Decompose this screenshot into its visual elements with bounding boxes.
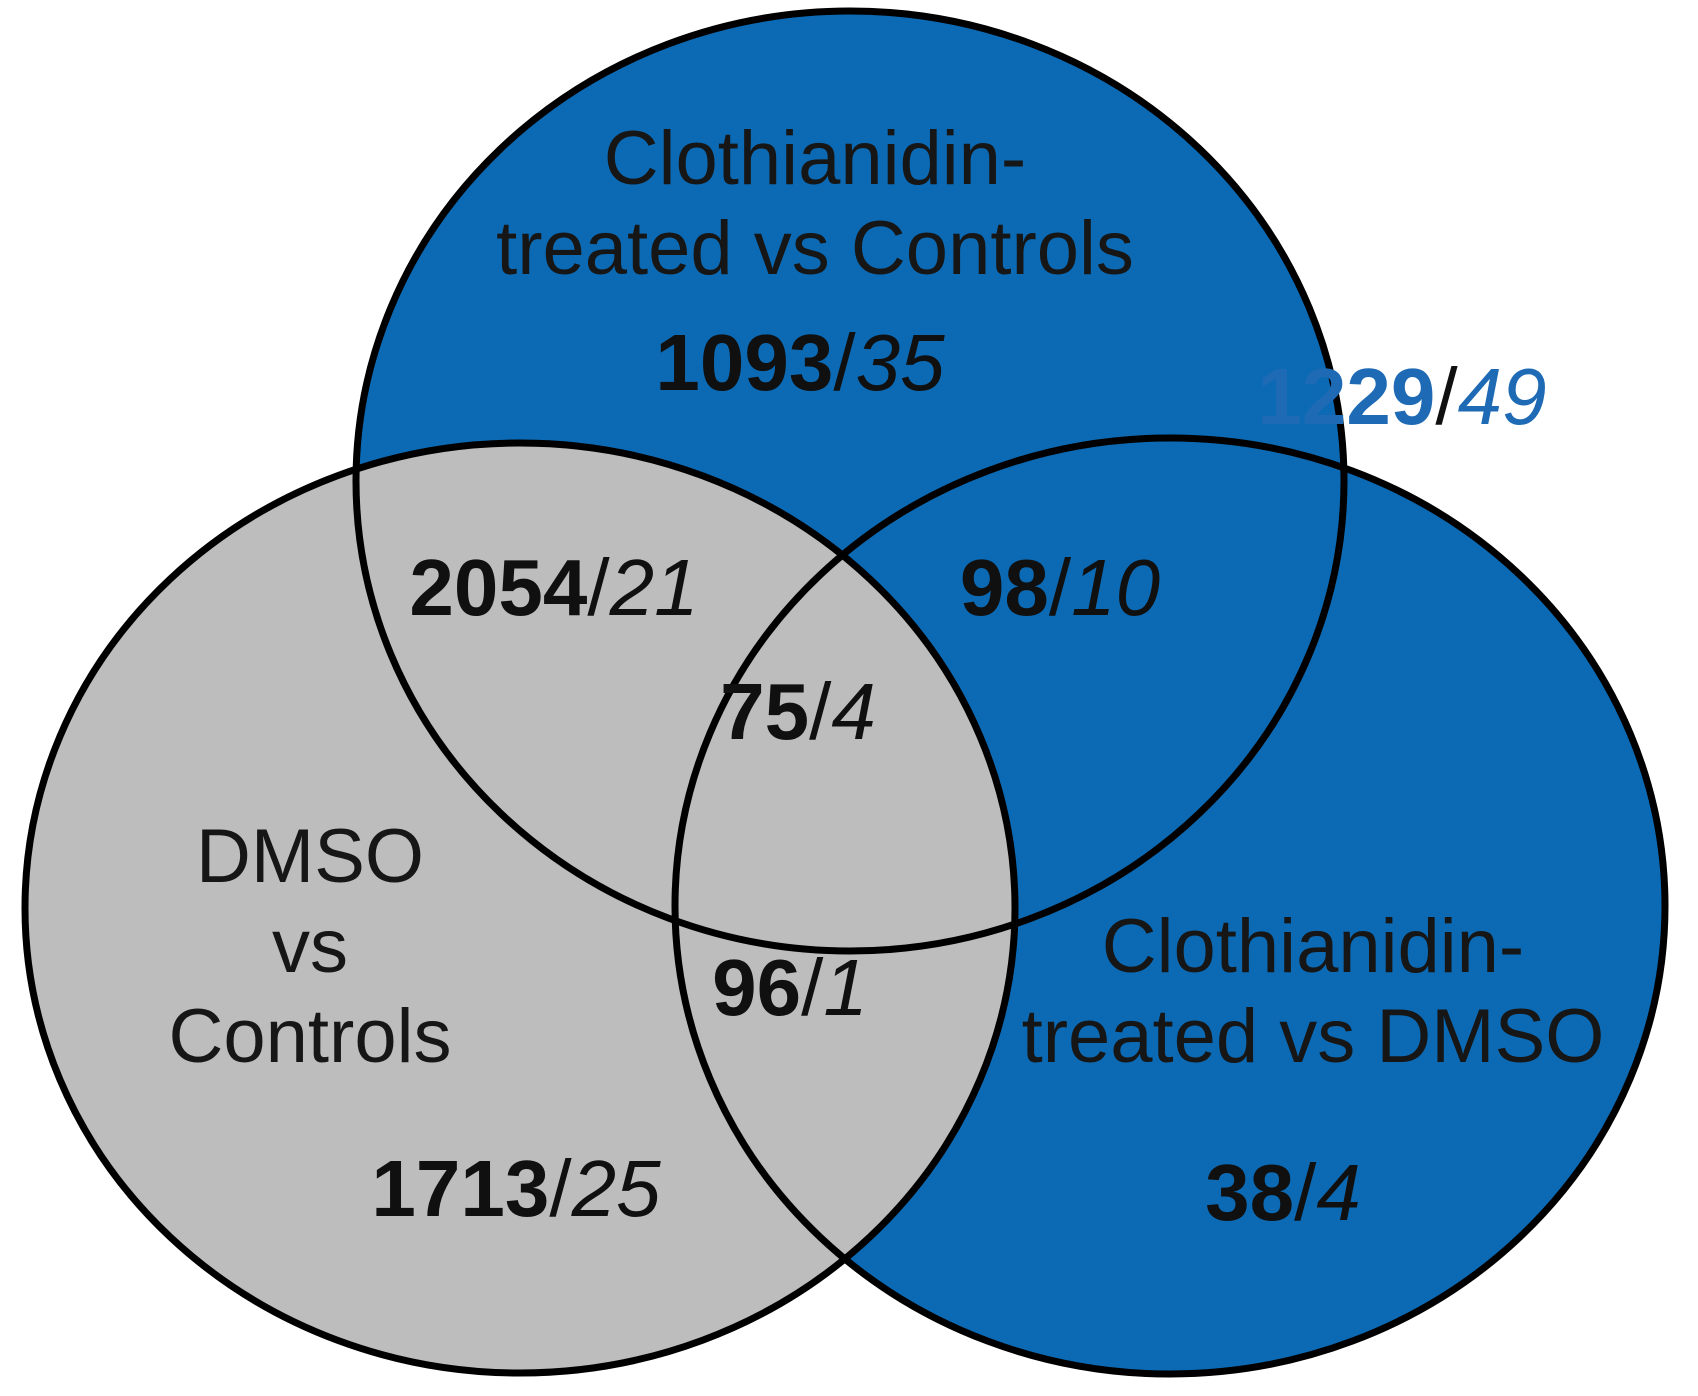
top-left-count-bold: 2054 (409, 543, 588, 632)
top-right-count-bold: 98 (959, 543, 1049, 632)
top-right-count-italic: 10 (1071, 543, 1161, 632)
top-set-count-italic: 35 (855, 318, 945, 407)
left-right-count-bold: 96 (712, 943, 802, 1032)
top-set-count: 1093/35 (655, 317, 944, 409)
left-set-count-bold: 1713 (371, 1144, 550, 1233)
top-left-count-separator: / (587, 543, 610, 632)
right-set-count-bold: 38 (1205, 1148, 1295, 1237)
center-count-bold: 75 (720, 667, 810, 756)
outside-total-count-bold: 1229 (1257, 352, 1436, 441)
outside-total-count-italic: 49 (1457, 352, 1547, 441)
top-set-label: Clothianidin- treated vs Controls (496, 114, 1134, 294)
left-set-label-line3: Controls (168, 994, 452, 1079)
left-set-label: DMSO vs Controls (169, 812, 452, 1082)
outside-total-count: 1229/49 (1257, 351, 1546, 443)
top-set-circle-outline (352, 7, 1348, 955)
left-set-label-line1: DMSO (196, 814, 424, 899)
left-set-circle-outline (21, 439, 1019, 1377)
left-set-count-italic: 25 (571, 1144, 661, 1233)
left-right-count-separator: / (801, 943, 824, 1032)
left-right-count-italic: 1 (823, 943, 868, 1032)
top-left-count-italic: 21 (609, 543, 699, 632)
center-intersection-count: 75/4 (720, 666, 876, 758)
outside-total-count-separator: / (1435, 352, 1458, 441)
left-set-circle-fill (25, 443, 1015, 1373)
left-set-count: 1713/25 (371, 1143, 660, 1235)
left-set-count-separator: / (549, 1144, 572, 1233)
top-right-count-separator: / (1048, 543, 1072, 632)
center-count-italic: 4 (831, 667, 876, 756)
top-left-intersection-count: 2054/21 (409, 542, 698, 634)
top-set-label-line1: Clothianidin- (603, 116, 1027, 201)
right-set-label: Clothianidin- treated vs DMSO (1022, 902, 1605, 1082)
top-set-count-bold: 1093 (655, 318, 834, 407)
right-set-count: 38/4 (1205, 1147, 1361, 1239)
right-set-count-separator: / (1294, 1148, 1317, 1237)
right-set-label-line1: Clothianidin- (1101, 904, 1525, 989)
left-right-intersection-count: 96/1 (712, 942, 868, 1034)
left-set-label-line2: vs (272, 904, 348, 989)
right-set-count-italic: 4 (1316, 1148, 1361, 1237)
right-set-label-line2: treated vs DMSO (1021, 994, 1605, 1079)
top-right-intersection-count: 98/10 (960, 542, 1160, 634)
center-count-separator: / (809, 667, 832, 756)
right-set-circle-outline (671, 434, 1669, 1378)
top-set-count-separator: / (833, 318, 856, 407)
top-set-label-line2: treated vs Controls (496, 206, 1134, 291)
